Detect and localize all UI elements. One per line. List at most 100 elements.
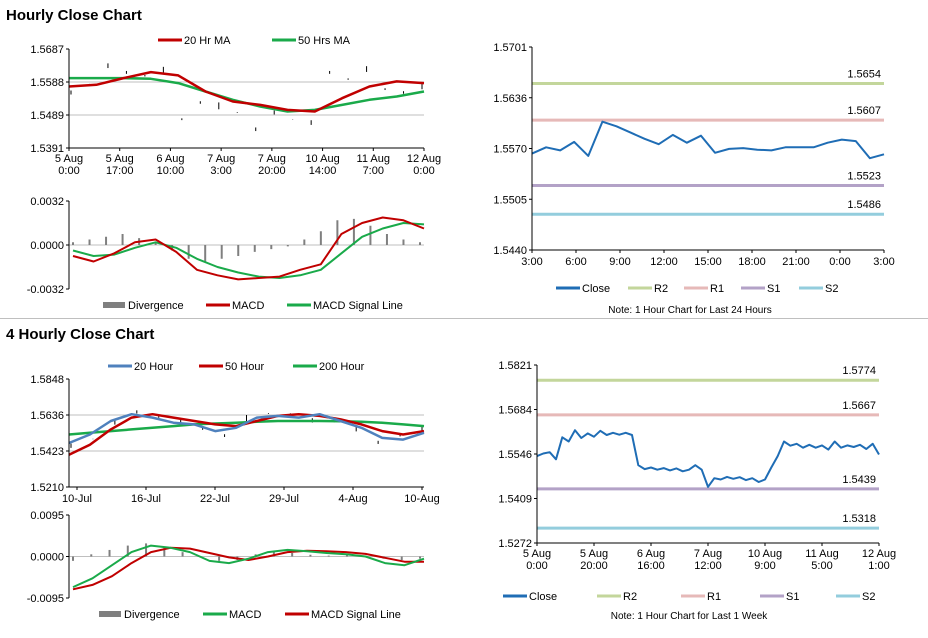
four-hourly-week-x-tick-label: 9:00 — [754, 560, 775, 572]
four-hourly-macd-legend-swatch — [99, 611, 121, 617]
four-hourly-week-x-tick-label: 10 Aug — [748, 548, 782, 560]
four-hourly-macd-y-tick-label: 0.0095 — [30, 510, 64, 522]
hourly-price-x-tick-label: 11 Aug — [357, 153, 390, 165]
four-hourly-price-legend-label: 20 Hour — [134, 361, 173, 373]
four-hourly-price-x-tick-label: 4-Aug — [338, 493, 367, 505]
hourly-24h-y-tick-label: 1.5636 — [493, 93, 527, 105]
four-hourly-price-x-tick-label: 22-Jul — [200, 493, 230, 505]
four-hourly-week-close-line — [536, 429, 880, 488]
four-hourly-week-x-tick-label: 0:00 — [526, 560, 547, 572]
hourly-24h-close-line — [531, 120, 885, 160]
four-hourly-week-y-tick-label: 1.5684 — [498, 405, 532, 417]
four-hourly-macd-legend-label: MACD — [229, 609, 261, 621]
four-hourly-section-title: 4 Hourly Close Chart — [6, 326, 155, 343]
four-hourly-price-x-tick-label: 10-Aug — [404, 493, 439, 505]
hourly-section-title: Hourly Close Chart — [6, 7, 142, 24]
four-hourly-price-legend-label: 50 Hour — [225, 361, 264, 373]
four-hourly-price-y-tick-label: 1.5423 — [30, 446, 64, 458]
four-hourly-week-legend-label: Close — [529, 591, 557, 603]
four-hourly-week-y-tick-label: 1.5821 — [498, 360, 532, 372]
hourly-price-x-tick-label: 0:00 — [58, 165, 79, 177]
hourly-macd-line — [72, 216, 425, 281]
four-hourly-week-level-label-s1: 1.5439 — [842, 474, 876, 486]
four-hourly-week-x-tick-label: 6 Aug — [637, 548, 665, 560]
hourly-macd-y-tick-label: 0.0032 — [30, 196, 64, 208]
hourly-macd-legend-label: MACD Signal Line — [313, 300, 403, 312]
four-hourly-week-legend-label: R2 — [623, 591, 637, 603]
four-hourly-week-x-tick-label: 1:00 — [868, 560, 889, 572]
hourly-24h-x-tick-label: 12:00 — [650, 256, 678, 268]
four-hourly-week-level-label-s2: 1.5318 — [842, 513, 876, 525]
hourly-price-x-tick-label: 5 Aug — [106, 153, 134, 165]
hourly-24h-y-tick-label: 1.5570 — [493, 144, 527, 156]
hourly-24h-x-tick-label: 15:00 — [694, 256, 722, 268]
four-hourly-week-legend-label: S1 — [786, 591, 799, 603]
hourly-price-x-tick-label: 7 Aug — [207, 153, 235, 165]
four-hourly-macd-legend-label: MACD Signal Line — [311, 609, 401, 621]
four-hourly-price-x-tick-label: 29-Jul — [269, 493, 299, 505]
four-hourly-week-note: Note: 1 Hour Chart for Last 1 Week — [611, 611, 769, 622]
hourly-24h-y-tick-label: 1.5701 — [493, 42, 527, 54]
hourly-24h-level-label-r1: 1.5607 — [847, 105, 881, 117]
four-hourly-week-y-tick-label: 1.5546 — [498, 449, 532, 461]
hourly-price-ma20-line — [68, 70, 425, 113]
hourly-price-ma50-line — [69, 76, 425, 113]
hourly-24h-level-label-s1: 1.5523 — [847, 170, 881, 182]
four-hourly-week-x-tick-label: 5:00 — [811, 560, 832, 572]
hourly-24h-legend-label: R2 — [654, 283, 668, 295]
hourly-price-x-tick-label: 0:00 — [413, 165, 434, 177]
hourly-24h-y-tick-label: 1.5505 — [493, 194, 527, 206]
hourly-24h-legend-label: Close — [582, 283, 610, 295]
hourly-price-x-tick-label: 12 Aug — [407, 153, 441, 165]
hourly-price-x-tick-label: 10 Aug — [305, 153, 339, 165]
hourly-macd-signal-line — [72, 222, 425, 279]
hourly-price-x-tick-label: 10:00 — [157, 165, 185, 177]
section-divider — [0, 318, 928, 319]
four-hourly-price-y-tick-label: 1.5848 — [30, 374, 64, 386]
hourly-24h-legend-label: S2 — [825, 283, 838, 295]
hourly-price-x-tick-label: 5 Aug — [55, 153, 83, 165]
four-hourly-macd-legend-label: Divergence — [124, 609, 180, 621]
hourly-24h-x-tick-label: 6:00 — [565, 256, 586, 268]
hourly-price-x-tick-label: 14:00 — [309, 165, 337, 177]
hourly-24h-x-tick-label: 0:00 — [829, 256, 850, 268]
hourly-24h-x-tick-label: 18:00 — [738, 256, 766, 268]
hourly-24h-legend-label: R1 — [710, 283, 724, 295]
four-hourly-price-ma20-line — [68, 412, 425, 445]
four-hourly-week-x-tick-label: 16:00 — [637, 560, 665, 572]
four-hourly-week-legend-label: R1 — [707, 591, 721, 603]
four-hourly-price-x-tick-label: 16-Jul — [131, 493, 161, 505]
four-hourly-week-x-tick-label: 5 Aug — [523, 548, 551, 560]
hourly-macd-legend-swatch — [103, 302, 125, 308]
hourly-price-y-tick-label: 1.5588 — [30, 77, 64, 89]
hourly-price-x-tick-label: 6 Aug — [156, 153, 184, 165]
four-hourly-week-x-tick-label: 11 Aug — [805, 548, 838, 560]
four-hourly-price-y-tick-label: 1.5210 — [30, 482, 64, 494]
four-hourly-week-y-tick-label: 1.5272 — [498, 538, 532, 550]
four-hourly-week-level-label-r1: 1.5667 — [842, 400, 876, 412]
four-hourly-macd-y-tick-label: 0.0000 — [30, 552, 64, 564]
four-hourly-week-x-tick-label: 5 Aug — [580, 548, 608, 560]
four-hourly-price-x-tick-label: 10-Jul — [62, 493, 92, 505]
hourly-24h-x-tick-label: 9:00 — [609, 256, 630, 268]
hourly-24h-x-tick-label: 21:00 — [782, 256, 810, 268]
four-hourly-week-x-tick-label: 7 Aug — [694, 548, 722, 560]
hourly-price-x-tick-label: 7 Aug — [258, 153, 286, 165]
hourly-price-legend-label: 20 Hr MA — [184, 35, 231, 47]
hourly-24h-note: Note: 1 Hour Chart for Last 24 Hours — [608, 305, 771, 316]
hourly-macd-y-tick-label: -0.0032 — [27, 284, 64, 296]
hourly-24h-level-label-r2: 1.5654 — [847, 69, 881, 81]
hourly-24h-y-tick-label: 1.5440 — [493, 245, 527, 257]
hourly-price-x-tick-label: 20:00 — [258, 165, 286, 177]
hourly-macd-y-tick-label: 0.0000 — [30, 240, 64, 252]
four-hourly-price-legend-label: 200 Hour — [319, 361, 365, 373]
hourly-macd-legend-label: Divergence — [128, 300, 184, 312]
four-hourly-week-legend-label: S2 — [862, 591, 875, 603]
four-hourly-macd-y-tick-label: -0.0095 — [27, 593, 64, 605]
hourly-macd-legend-label: MACD — [232, 300, 264, 312]
hourly-price-x-tick-label: 3:00 — [210, 165, 231, 177]
hourly-price-x-tick-label: 7:00 — [363, 165, 384, 177]
four-hourly-week-y-tick-label: 1.5409 — [498, 494, 532, 506]
four-hourly-week-x-tick-label: 12 Aug — [862, 548, 896, 560]
